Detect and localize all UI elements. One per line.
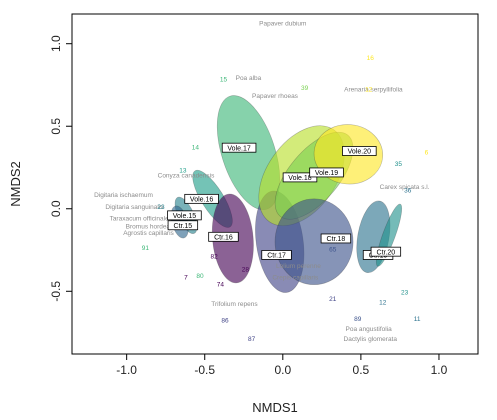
x-axis: -1.0 -0.5 0.0 0.5 1.0 bbox=[116, 353, 448, 377]
plot-label-vole-17: Vole.17 bbox=[221, 142, 257, 153]
site-point-91-10: 91 bbox=[142, 245, 150, 252]
site-point-36-8: 36 bbox=[404, 187, 412, 194]
y-tick-label: 1.0 bbox=[49, 35, 63, 52]
site-point-13-6: 13 bbox=[179, 167, 187, 174]
site-point-layer: 15 39 16 12 6 14 13 35 36 23 91 82 7 80 74 28 65 21 89 12 23… bbox=[142, 55, 429, 343]
species-label-arenaria-serpyllifolia: Arenaria serpyllifolia bbox=[344, 87, 403, 94]
species-label-digitaria-sanguinalis: Digitaria sanguinalis bbox=[105, 204, 164, 211]
plot-label-vole-19: Vole.19 bbox=[309, 167, 344, 178]
species-label-taraxacum-officinale: Taraxacum officinale bbox=[110, 215, 170, 222]
site-point-87-23: 87 bbox=[248, 336, 256, 343]
species-label-carex-spicata-s-l: Carex spicata s.l. bbox=[380, 184, 430, 191]
plot-label-text: Ctr.15 bbox=[174, 223, 193, 230]
site-point-16-2: 16 bbox=[367, 55, 375, 62]
plot-label-ctr-18: Ctr.18 bbox=[320, 233, 352, 244]
plot-label-box bbox=[167, 220, 199, 231]
site-point-23-20: 23 bbox=[401, 290, 409, 297]
site-point-21-17: 21 bbox=[329, 296, 337, 303]
plot-label-text: Ctr.18 bbox=[327, 236, 346, 243]
site-point-89-18: 89 bbox=[354, 316, 362, 323]
plot-label-vole-16: Vole.16 bbox=[184, 193, 219, 204]
plot-label-box bbox=[184, 193, 219, 204]
species-label-papaver-rhoeas: Papaver rhoeas bbox=[252, 93, 299, 100]
plot-label-box bbox=[309, 167, 344, 178]
plot-label-box bbox=[282, 172, 318, 183]
species-label-dactylis-glomerata: Dactylis glomerata bbox=[344, 336, 398, 343]
site-point-11-21: 11 bbox=[414, 316, 421, 323]
species-label-layer: Papaver dubium Poa alba Papaver rhoeas Aren… bbox=[94, 21, 430, 343]
plot-label-text: Vole.19 bbox=[315, 170, 338, 177]
plot-label-box bbox=[342, 146, 377, 156]
x-tick-label: -1.0 bbox=[116, 363, 137, 377]
y-tick-label: 0.5 bbox=[49, 118, 63, 135]
site-point-23-9: 23 bbox=[157, 204, 165, 211]
x-tick-label: 0.5 bbox=[353, 363, 370, 377]
site-point-7-12: 7 bbox=[184, 275, 188, 282]
x-axis-title: NMDS1 bbox=[252, 400, 298, 415]
ellipse-layer bbox=[170, 95, 403, 293]
plot-label-box bbox=[261, 250, 292, 260]
species-label-conyza-canadensis: Conyza canadensis bbox=[158, 172, 215, 179]
site-point-28-15: 28 bbox=[242, 266, 250, 273]
site-point-15-0: 15 bbox=[220, 77, 228, 84]
plot-label-text: Vole.16 bbox=[190, 196, 213, 203]
plot-label-text: Vole.17 bbox=[227, 145, 250, 152]
y-axis: -0.5 0.0 0.5 1.0 bbox=[49, 35, 73, 302]
plot-label-text: Vole.20 bbox=[348, 149, 371, 156]
site-point-39-1: 39 bbox=[301, 85, 309, 92]
x-tick-label: 0.0 bbox=[274, 363, 291, 377]
plot-label-text: Ctr.17 bbox=[267, 253, 286, 260]
plot-label-layer: Vole.17 Vole.16 Vole.15 Ctr.15 Ctr.16 Ctr.17 V… bbox=[167, 142, 402, 260]
species-label-trifolium-repens: Trifolium repens bbox=[211, 301, 258, 308]
site-point-12-3: 12 bbox=[365, 87, 373, 94]
site-point-82-11: 82 bbox=[210, 253, 218, 260]
plot-label-box bbox=[370, 246, 402, 257]
site-point-86-22: 86 bbox=[221, 318, 229, 325]
ellipse-ctr-18 bbox=[274, 198, 354, 285]
plot-label-vole-18: Vole.18 bbox=[282, 172, 318, 183]
site-point-14-5: 14 bbox=[192, 144, 200, 151]
plot-label-box bbox=[221, 142, 257, 153]
species-label-poa-alba: Poa alba bbox=[236, 75, 262, 82]
plot-label-text: Ctr.20 bbox=[377, 249, 396, 256]
species-label-poa-angustifolia: Poa angustifolia bbox=[346, 326, 393, 333]
plot-label-text: Ctr.16 bbox=[214, 234, 233, 241]
species-label-crepis-capillaris: Crepis capillaris bbox=[272, 275, 319, 282]
plot-label-box bbox=[167, 210, 202, 221]
plot-label-text: Vole.18 bbox=[288, 175, 311, 182]
site-point-6-4: 6 bbox=[425, 149, 429, 156]
species-label-bromus-hordeaceus: Bromus hordeaceus bbox=[126, 224, 185, 231]
plot-label-ctr-16: Ctr.16 bbox=[208, 231, 239, 242]
plot-label-ctr-20: Ctr.20 bbox=[370, 246, 402, 257]
y-tick-label: 0.0 bbox=[49, 200, 63, 217]
x-tick-label: 1.0 bbox=[431, 363, 448, 377]
site-point-74-14: 74 bbox=[217, 281, 225, 288]
species-label-papaver-dubium: Papaver dubium bbox=[259, 21, 306, 28]
plot-label-ctr-17: Ctr.17 bbox=[261, 250, 292, 260]
species-label-digitaria-ischaemum: Digitaria ischaemum bbox=[94, 192, 153, 199]
plot-label-vole-15: Vole.15 bbox=[167, 210, 202, 221]
y-tick-label: -0.5 bbox=[49, 281, 63, 302]
plot-label-box bbox=[208, 231, 239, 242]
species-label-lolium-perenne: Lolium perenne bbox=[276, 263, 321, 270]
site-point-65-16: 65 bbox=[329, 247, 337, 254]
site-point-35-7: 35 bbox=[395, 161, 403, 168]
plot-label-text: Vole.15 bbox=[173, 213, 196, 220]
site-point-80-13: 80 bbox=[196, 273, 204, 280]
plot-label-box bbox=[320, 233, 352, 244]
plot-label-vole-20: Vole.20 bbox=[342, 146, 377, 156]
x-tick-label: -0.5 bbox=[194, 363, 215, 377]
y-axis-title: NMDS2 bbox=[8, 161, 23, 207]
species-label-agrostis-capillaris: Agrostis capillaris bbox=[123, 230, 174, 237]
site-point-12-19: 12 bbox=[379, 299, 387, 306]
plot-label-ctr-15: Ctr.15 bbox=[167, 220, 199, 231]
